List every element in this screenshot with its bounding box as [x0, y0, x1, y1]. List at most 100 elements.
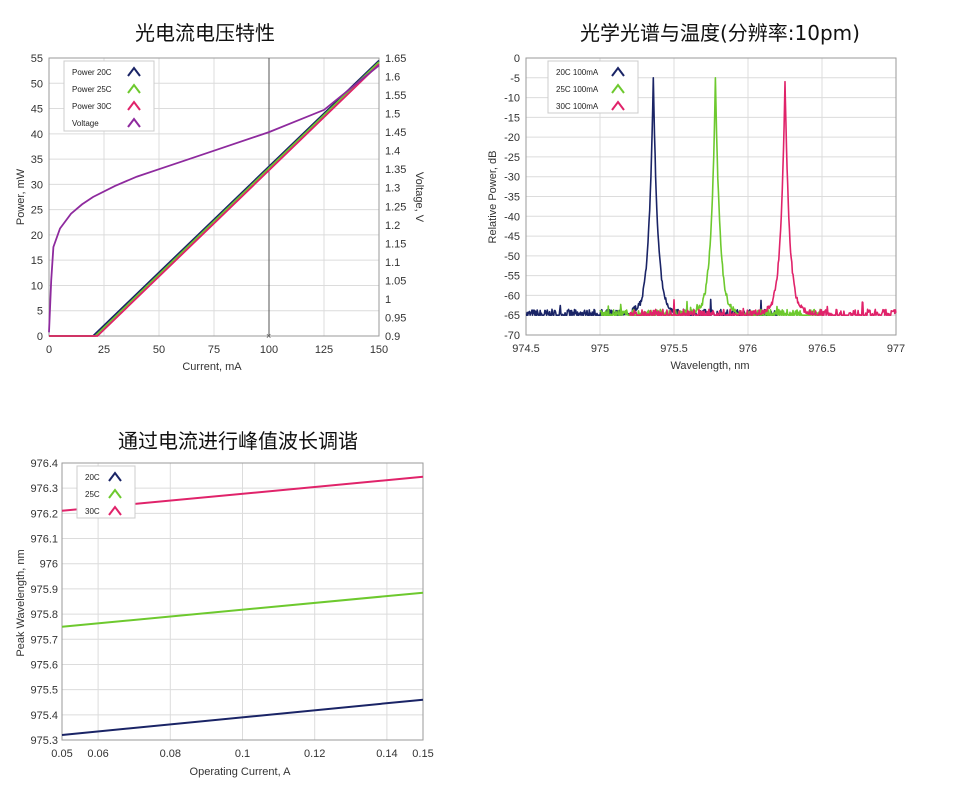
legend-marker — [127, 117, 141, 128]
y2-tick-label: 1.4 — [385, 146, 400, 158]
x-tick-label: 0.14 — [376, 748, 397, 760]
y-tick-label: -55 — [504, 271, 520, 283]
x-tick-label: 0.12 — [304, 748, 325, 760]
y-tick-label: 10 — [31, 280, 43, 292]
legend-marker — [611, 66, 625, 77]
series-line-30c-100ma — [628, 80, 897, 316]
legend-box — [63, 60, 155, 132]
x-axis-label: Operating Current, A — [190, 766, 292, 778]
y-tick-label: -50 — [504, 251, 520, 263]
y-tick-label: 976.4 — [30, 458, 58, 470]
series-line-25c — [61, 591, 424, 628]
legend-label: 30C — [85, 507, 100, 516]
x-tick-label: 25 — [98, 344, 110, 356]
plot-frame — [61, 462, 424, 741]
y-tick-label: -70 — [504, 330, 520, 342]
y2-tick-label: 1 — [385, 294, 391, 306]
y-tick-label: 976 — [40, 559, 58, 571]
grid — [48, 57, 380, 337]
legend-marker — [127, 100, 141, 111]
y-tick-label: 975.9 — [30, 584, 58, 596]
legend-marker — [108, 505, 122, 516]
y-tick-label: 0 — [37, 331, 43, 343]
y2-tick-label: 1.1 — [385, 257, 400, 269]
y-tick-label: -40 — [504, 211, 520, 223]
plot-frame — [525, 57, 897, 336]
legend-marker — [611, 100, 625, 111]
legend-label: 25C 100mA — [556, 85, 599, 94]
y-tick-label: 975.4 — [30, 710, 58, 722]
y-tick-label: -65 — [504, 310, 520, 322]
x-tick-label: 0 — [46, 344, 52, 356]
x-tick-label: 50 — [153, 344, 165, 356]
y-tick-label: 975.3 — [30, 735, 58, 747]
legend-label: 25C — [85, 490, 100, 499]
legend-label: Power 30C — [72, 102, 112, 111]
y-tick-label: 30 — [31, 179, 43, 191]
y-tick-label: 15 — [31, 255, 43, 267]
x-tick-label: 974.5 — [512, 343, 540, 355]
x-axis-label: Current, mA — [182, 361, 242, 373]
y-tick-label: 975.6 — [30, 659, 58, 671]
y-tick-label: -25 — [504, 152, 520, 164]
y-tick-label: 55 — [31, 53, 43, 65]
chart-title: 通过电流进行峰值波长调谐 — [118, 429, 358, 453]
y-tick-label: -10 — [504, 93, 520, 105]
y-tick-label: 35 — [31, 154, 43, 166]
legend-label: Voltage — [72, 119, 99, 128]
legend-marker — [611, 83, 625, 94]
legend-box — [547, 60, 639, 114]
series-line-20c — [61, 698, 424, 736]
y-tick-label: 975.7 — [30, 634, 58, 646]
y-tick-label: -60 — [504, 290, 520, 302]
x-tick-label: 0.1 — [235, 748, 250, 760]
y-tick-label: -45 — [504, 231, 520, 243]
y2-tick-label: 1.3 — [385, 183, 400, 195]
spectrum-chart: 光学光谱与温度(分辨率:10pm) Wavelength, nm Relativ… — [487, 21, 905, 372]
y-tick-label: -35 — [504, 192, 520, 204]
y-tick-label: 976.1 — [30, 534, 58, 546]
y-tick-label: 25 — [31, 205, 43, 217]
y-tick-label: -15 — [504, 112, 520, 124]
x-tick-label: 976 — [739, 343, 757, 355]
x-tick-label: 150 — [370, 344, 388, 356]
y-tick-label: 5 — [37, 306, 43, 318]
y-tick-label: 976.2 — [30, 508, 58, 520]
y2-tick-label: 1.6 — [385, 72, 400, 84]
cursor-marker: × — [266, 331, 271, 341]
y-tick-label: 975.5 — [30, 685, 58, 697]
y2-tick-label: 1.15 — [385, 238, 406, 250]
chart-title: 光电流电压特性 — [135, 21, 275, 45]
y-tick-label: 0 — [514, 53, 520, 65]
y2-tick-label: 1.2 — [385, 220, 400, 232]
y-tick-label: 976.3 — [30, 483, 58, 495]
legend-label: 20C — [85, 473, 100, 482]
legend-label: 30C 100mA — [556, 102, 599, 111]
y-axis-label: Peak Wavelength, nm — [15, 549, 27, 656]
x-tick-label: 976.5 — [808, 343, 836, 355]
y-tick-label: 45 — [31, 104, 43, 116]
x-tick-label: 977 — [887, 343, 905, 355]
legend-marker — [108, 488, 122, 499]
x-tick-label: 75 — [208, 344, 220, 356]
y-tick-label: 40 — [31, 129, 43, 141]
x-tick-label: 0.05 — [51, 748, 72, 760]
x-tick-label: 975.5 — [660, 343, 688, 355]
legend-label: Power 20C — [72, 68, 112, 77]
y-tick-label: 50 — [31, 78, 43, 90]
series-line-power-30c — [49, 63, 380, 337]
legend-label: Power 25C — [72, 85, 112, 94]
x-tick-label: 100 — [260, 344, 278, 356]
y2-tick-label: 1.05 — [385, 275, 406, 287]
x-tick-label: 0.08 — [160, 748, 181, 760]
y2-axis-label: Voltage, V — [413, 172, 425, 223]
x-tick-label: 0.06 — [87, 748, 108, 760]
y-tick-label: -5 — [510, 73, 520, 85]
y-tick-label: -30 — [504, 172, 520, 184]
y2-tick-label: 0.9 — [385, 331, 400, 343]
y-axis-label: Power, mW — [15, 168, 27, 225]
y2-tick-label: 1.65 — [385, 53, 406, 65]
y-tick-label: -20 — [504, 132, 520, 144]
y-tick-label: 20 — [31, 230, 43, 242]
y2-tick-label: 0.95 — [385, 312, 406, 324]
